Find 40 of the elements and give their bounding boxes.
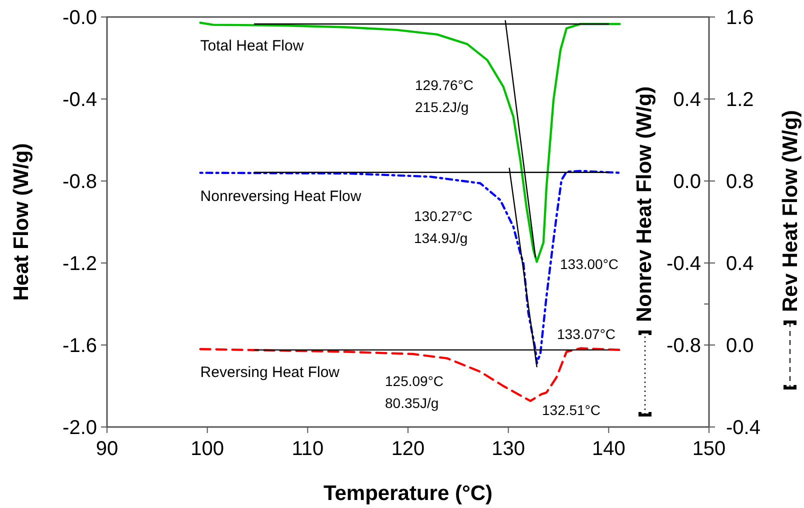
y-tick-label: -2.0 (62, 417, 97, 439)
annotation: 80.35J/g (385, 395, 439, 411)
y-tick-label: -0.8 (62, 171, 97, 193)
x-tick-label: 150 (692, 438, 726, 460)
x-tick-label: 120 (391, 438, 425, 460)
x-axis-title: Temperature (°C) (323, 482, 493, 505)
x-tick-label: 100 (190, 438, 224, 460)
x-tick-label: 110 (292, 438, 324, 460)
annotation: 125.09°C (385, 373, 444, 389)
annotation: 215.2J/g (415, 99, 469, 115)
y-axis-title: Heat Flow (W/g) (10, 143, 33, 301)
y-tick-label: -0.4 (62, 89, 97, 111)
y2-axis-title: Nonrev Heat Flow (W/g) (633, 86, 656, 322)
y-tick-label: -1.2 (62, 253, 97, 275)
annotation: 129.76°C (415, 77, 474, 93)
y3-tick-label: -0.4 (726, 417, 760, 439)
y3-tick-label: 0.4 (726, 253, 754, 275)
y2-tick-label: -0.8 (666, 335, 701, 357)
series-label: Reversing Heat Flow (200, 364, 340, 382)
y2-tick-label: -0.4 (666, 253, 701, 275)
annotation: 130.27°C (414, 208, 473, 224)
y-tick-label: -1.6 (62, 335, 97, 357)
series-label: Nonreversing Heat Flow (200, 188, 362, 205)
y2-tick-label: 0.0 (673, 171, 701, 193)
x-tick-label: 90 (96, 438, 118, 460)
annotation: 133.00°C (560, 256, 619, 272)
y-tick-label: -0.0 (62, 7, 97, 29)
annotation: 133.07°C (557, 326, 616, 342)
y3-axis-title: Rev Heat Flow (W/g) (779, 110, 802, 312)
annotation: 132.51°C (542, 402, 601, 418)
y3-tick-label: 0.8 (726, 171, 754, 193)
series-label: Total Heat Flow (200, 38, 304, 55)
x-tick-label: 130 (492, 438, 526, 460)
line-series (199, 170, 621, 364)
y2-tick-label: 0.4 (673, 89, 701, 111)
x-tick-label: 140 (592, 438, 626, 460)
annotation: 134.9J/g (414, 230, 468, 246)
y3-tick-label: 1.2 (726, 89, 754, 111)
y3-tick-label: 1.6 (726, 7, 754, 29)
y3-tick-label: 0.0 (726, 335, 754, 357)
